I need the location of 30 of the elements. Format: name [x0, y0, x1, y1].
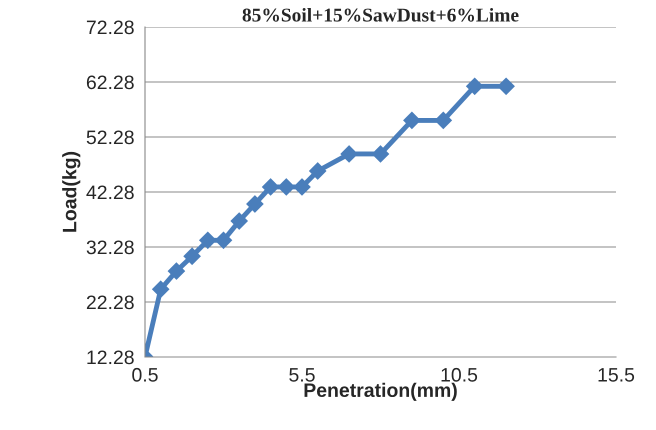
y-tick-label: 72.28 — [86, 20, 134, 34]
x-axis-title: Penetration(mm) — [304, 382, 457, 401]
point — [466, 78, 484, 95]
point — [152, 280, 170, 298]
x-tick-label: 5.5 — [289, 368, 315, 382]
point — [262, 178, 280, 196]
point — [168, 262, 185, 280]
point — [184, 248, 201, 265]
y-tick-label: 12.28 — [87, 350, 134, 364]
point — [309, 162, 326, 180]
point — [403, 112, 420, 129]
point — [498, 78, 515, 95]
x-tick-label: 10.5 — [442, 368, 478, 382]
point — [278, 178, 295, 196]
chart-title: 85%Soil+15%SawDust+6%Lime — [242, 8, 519, 22]
y-axis-title: Load(kg) — [62, 152, 80, 232]
y-tick-label: 42.28 — [86, 185, 134, 200]
point — [230, 212, 248, 230]
x-tick-label: 15.5 — [598, 368, 634, 382]
point — [199, 232, 216, 249]
y-tick-label: 32.28 — [86, 240, 134, 254]
point — [372, 145, 390, 162]
point — [246, 195, 264, 213]
point — [434, 112, 452, 129]
y-tick-label: 52.28 — [86, 130, 134, 144]
point — [293, 178, 311, 196]
y-tick-label: 22.28 — [86, 295, 134, 310]
point — [340, 145, 358, 162]
y-tick-label: 62.28 — [86, 75, 134, 90]
x-tick-label: 0.5 — [132, 368, 158, 382]
